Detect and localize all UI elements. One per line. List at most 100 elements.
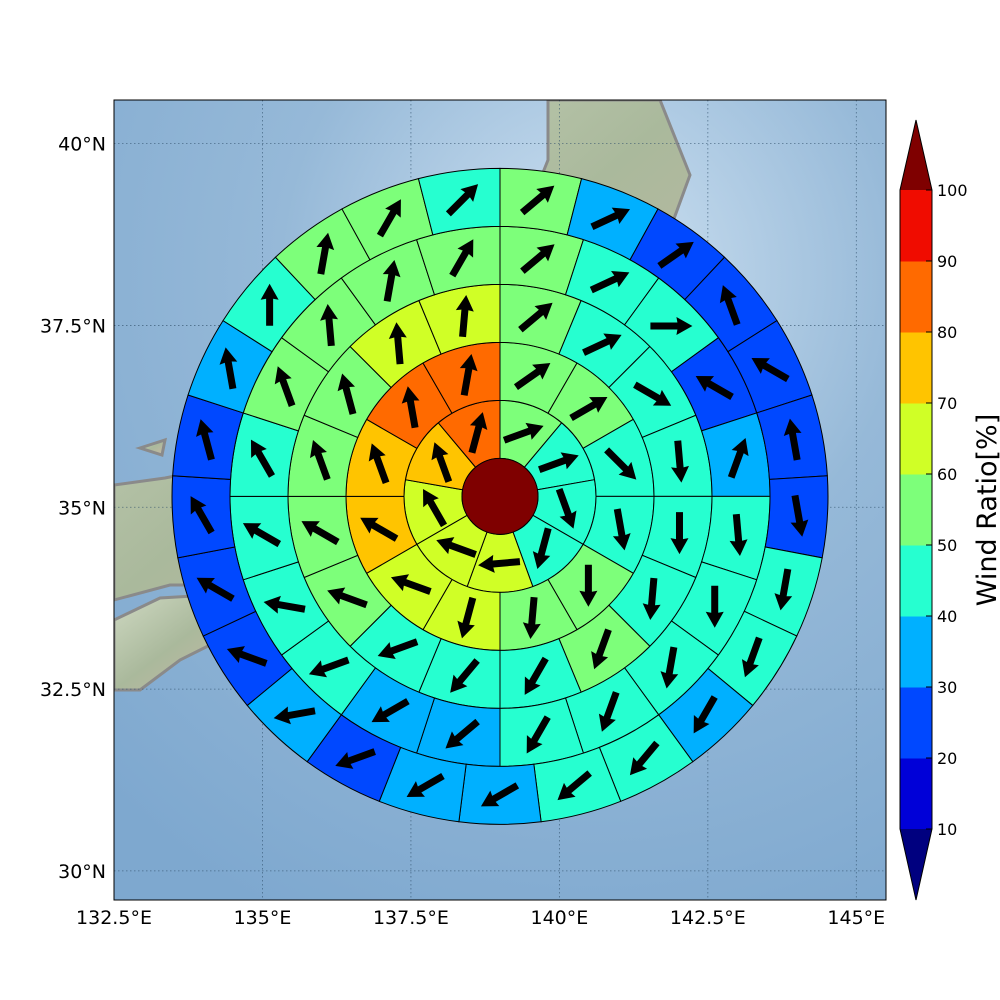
colorbar-tick-label: 100 (937, 181, 968, 200)
wind-arrow (642, 577, 661, 620)
colorbar-tick-label: 80 (937, 323, 957, 342)
wind-direction-arrows (190, 184, 809, 807)
wind-arrow (751, 358, 790, 383)
wind-arrow (376, 199, 401, 238)
wind-arrow (327, 587, 368, 609)
wind-arrow (406, 772, 445, 797)
wind-arrow (274, 366, 296, 407)
wind-arrow (532, 527, 552, 569)
colorbar-bin (900, 545, 932, 617)
wind-arrow (371, 698, 410, 723)
wind-arrow (455, 294, 474, 338)
wind-arrow (480, 782, 520, 807)
wind-arrow (582, 333, 622, 356)
wind-arrow (719, 285, 741, 326)
wind-arrow (459, 353, 478, 396)
wind-arrow (301, 521, 340, 546)
wind-arrow (790, 494, 809, 537)
wind-arrow (783, 418, 802, 461)
wind-arrow (524, 656, 549, 695)
wind-arrow (260, 283, 279, 326)
wind-arrow (431, 442, 453, 483)
colorbar-tick-label: 10 (937, 820, 957, 839)
colorbar-bin (900, 261, 932, 333)
wind-arrow (382, 259, 401, 302)
wind-arrow (657, 241, 694, 269)
wind-arrow (518, 302, 553, 333)
wind-arrow (368, 443, 390, 485)
wind-arrow (693, 695, 718, 734)
wind-arrow (436, 537, 477, 558)
x-axis: 132.5°E 135°E 137.5°E 140°E 142.5°E 145°E (76, 907, 885, 929)
colorbar-over-arrow (900, 120, 932, 190)
wind-arrow (423, 488, 448, 528)
wind-arrow (522, 596, 541, 640)
colorbar-bin (900, 190, 932, 262)
wind-arrow (520, 244, 555, 274)
wind-arrow (196, 419, 215, 461)
wind-arrow (478, 554, 521, 573)
wind-arrow (650, 316, 693, 335)
wind-arrow (671, 440, 689, 483)
wind-arrow (519, 185, 555, 216)
wind-arrow (526, 715, 551, 754)
wind-arrow (705, 585, 724, 628)
x-tick-label: 135°E (234, 907, 292, 929)
colorbar-label: Wind Ratio[%] (972, 414, 1000, 606)
wind-arrow (445, 718, 480, 749)
x-tick-label: 140°E (530, 907, 588, 929)
wind-arrow (589, 270, 630, 294)
colorbar: 10 20 30 40 50 60 70 80 90 100 (899, 119, 968, 901)
wind-arrow (219, 347, 238, 390)
wind-arrow (360, 517, 399, 542)
wind-arrow (538, 452, 579, 473)
wind-arrow (337, 373, 357, 415)
y-tick-label: 40°N (58, 134, 106, 156)
wind-arrow (695, 375, 734, 400)
wind-arrow (401, 386, 420, 429)
wind-arrow (569, 396, 608, 422)
y-tick-label: 32.5°N (40, 679, 106, 701)
wind-arrow (196, 577, 235, 602)
wind-arrow (502, 422, 544, 444)
wind-arrow (741, 636, 763, 678)
colorbar-tick-label: 90 (937, 252, 957, 271)
y-tick-label: 30°N (58, 861, 106, 883)
wind-arrow (242, 523, 282, 548)
y-axis: 30°N 32.5°N 35°N 37.5°N 40°N (40, 134, 106, 883)
wind-arrow (273, 706, 316, 725)
colorbar-bin (900, 758, 932, 830)
x-tick-label: 132.5°E (76, 907, 152, 929)
wind-arrow (450, 658, 480, 693)
colorbar-bin (900, 687, 932, 759)
wind-arrow (308, 656, 350, 678)
colorbar-bin (900, 616, 932, 688)
colorbar-tick-label: 70 (937, 394, 957, 413)
y-tick-label: 35°N (58, 497, 106, 519)
wind-arrow (445, 184, 479, 217)
wind-arrow (598, 691, 620, 732)
wind-arrow (468, 412, 488, 454)
wind-arrow (727, 437, 749, 479)
colorbar-tick-label: 20 (937, 749, 957, 768)
wind-arrow (612, 508, 631, 551)
wind-arrow (250, 439, 275, 478)
wind-arrow (449, 239, 474, 278)
wind-arrow (591, 628, 612, 670)
colorbar-bin (900, 332, 932, 404)
colorbar-tick-label: 50 (937, 536, 957, 555)
colorbar-under-arrow (900, 829, 932, 900)
y-tick-label: 37.5°N (40, 315, 106, 337)
colorbar-tick-label: 30 (937, 678, 957, 697)
wind-arrow (579, 564, 598, 607)
wind-arrow (590, 207, 631, 230)
wind-arrow (226, 646, 268, 667)
wind-arrow (633, 381, 672, 406)
wind-arrow (320, 304, 339, 347)
wind-arrow (335, 748, 376, 769)
wind-arrow (316, 232, 335, 275)
x-tick-label: 137.5°E (373, 907, 449, 929)
wind-arrow (310, 439, 331, 481)
wind-arrow (774, 568, 793, 611)
